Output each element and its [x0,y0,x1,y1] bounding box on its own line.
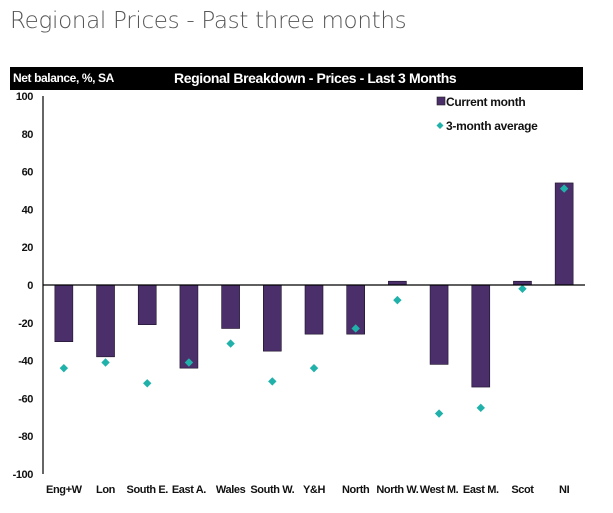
x-tick-label: North W. [376,484,418,496]
x-tick-label: South W. [250,484,294,496]
point-3-month-average [143,379,152,388]
bar-current-month [137,284,157,325]
point-3-month-average [268,377,277,386]
legend-swatch-3-month-average [436,122,444,129]
y-tick-label: 40 [22,204,34,216]
y-tick-label: -60 [18,393,33,405]
bar-current-month [304,284,324,335]
bar-series [54,182,574,388]
point-3-month-average [184,358,194,367]
x-axis-labels: Eng+W Lon South E. East A. Wales South W. Y&H N… [46,484,570,496]
y-tick-label: 20 [22,242,34,254]
y-tick-label: -80 [18,431,33,443]
legend: Current month 3-month average [436,95,538,133]
y-tick-label: -40 [18,356,33,368]
x-tick-label: West M. [420,484,459,496]
point-3-month-average [101,358,110,367]
point-3-month-average [518,284,527,293]
point-3-month-average [476,403,485,413]
chart-title: Regional Breakdown - Prices - Last 3 Mon… [174,70,457,86]
bar-current-month [221,284,240,329]
x-tick-label: East M. [463,484,499,496]
point-3-month-average [434,409,444,418]
page-title: Regional Prices - Past three months [10,8,407,34]
y-tick-label: 0 [27,280,33,292]
scatter-series [59,184,569,418]
x-tick-label: South E. [127,484,169,496]
legend-label-current-month: Current month [446,95,525,109]
x-tick-label: East A. [172,484,206,496]
point-3-month-average [59,363,69,373]
x-tick-label: Wales [216,484,246,496]
point-3-month-average [351,324,360,333]
y-axis-ticks: 100 80 60 40 20 0 -20 -40 -60 -80 -100 [13,91,34,481]
point-3-month-average [393,295,402,305]
y-tick-label: -100 [13,469,34,481]
chart-header-bar: Net balance, %, SA Regional Breakdown - … [10,67,583,90]
bar-current-month [554,182,574,286]
bar-current-month [179,284,199,369]
bar-current-month [471,284,491,388]
point-3-month-average [226,339,235,348]
legend-label-3-month-average: 3-month average [446,119,538,133]
bar-current-month [54,284,74,343]
x-tick-label: NI [559,484,570,496]
bar-current-month [263,284,282,352]
y-axis-label: Net balance, %, SA [13,71,114,85]
bar-current-month [429,284,449,365]
x-tick-label: Lon [96,484,116,496]
point-3-month-average [559,184,569,193]
bar-current-month [96,284,115,358]
x-tick-label: Eng+W [46,484,83,496]
y-tick-label: -20 [18,318,33,330]
point-3-month-average [309,363,319,373]
legend-swatch-current-month [436,96,446,106]
y-tick-label: 80 [22,129,34,141]
x-tick-label: Y&H [303,484,325,496]
y-tick-label: 60 [22,167,34,179]
y-tick-label: 100 [16,91,33,103]
x-tick-label: North [342,484,370,496]
x-tick-label: Scot [511,484,534,496]
